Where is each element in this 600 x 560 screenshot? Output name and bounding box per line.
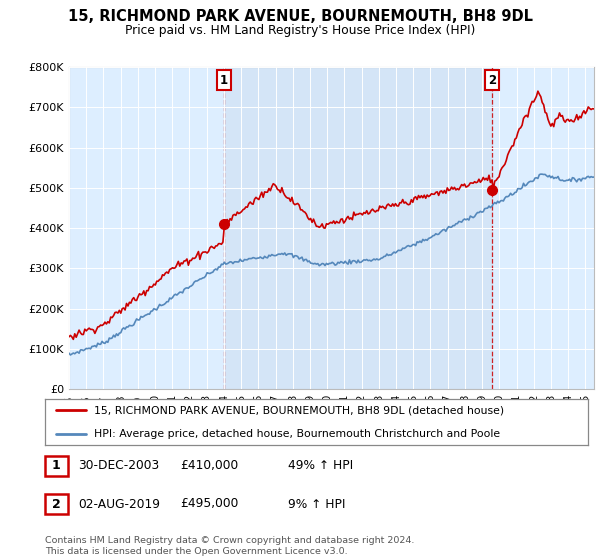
Text: 15, RICHMOND PARK AVENUE, BOURNEMOUTH, BH8 9DL: 15, RICHMOND PARK AVENUE, BOURNEMOUTH, B… (67, 9, 533, 24)
Text: 30-DEC-2003: 30-DEC-2003 (78, 459, 159, 473)
Text: 1: 1 (220, 73, 228, 87)
Text: HPI: Average price, detached house, Bournemouth Christchurch and Poole: HPI: Average price, detached house, Bour… (94, 428, 500, 438)
Text: 2: 2 (52, 497, 61, 511)
Text: £410,000: £410,000 (180, 459, 238, 473)
Text: 15, RICHMOND PARK AVENUE, BOURNEMOUTH, BH8 9DL (detached house): 15, RICHMOND PARK AVENUE, BOURNEMOUTH, B… (94, 405, 504, 416)
Text: £495,000: £495,000 (180, 497, 238, 511)
Text: 1: 1 (52, 459, 61, 473)
Text: 9% ↑ HPI: 9% ↑ HPI (288, 497, 346, 511)
Text: Price paid vs. HM Land Registry's House Price Index (HPI): Price paid vs. HM Land Registry's House … (125, 24, 475, 36)
Text: 2: 2 (488, 73, 496, 87)
Text: Contains HM Land Registry data © Crown copyright and database right 2024.
This d: Contains HM Land Registry data © Crown c… (45, 536, 415, 556)
Text: 02-AUG-2019: 02-AUG-2019 (78, 497, 160, 511)
Text: 49% ↑ HPI: 49% ↑ HPI (288, 459, 353, 473)
